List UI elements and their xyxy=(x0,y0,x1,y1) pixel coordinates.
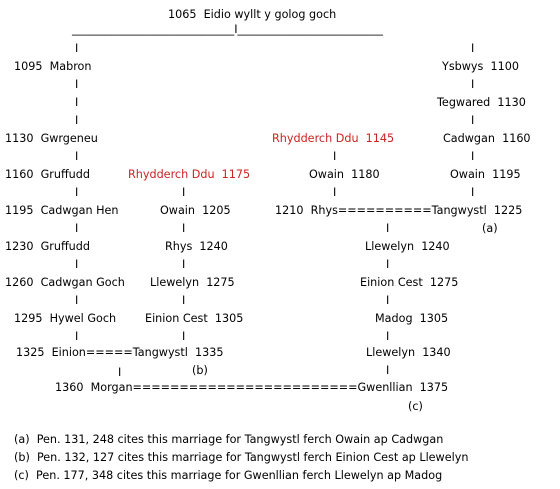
person-hywel-goch-1295: 1295 Hywel Goch xyxy=(14,312,117,325)
line-left-6: I xyxy=(75,186,79,199)
line-mid-3: I xyxy=(182,258,186,271)
line-left-11: I xyxy=(118,366,122,379)
footnote-marker-a: (a) xyxy=(482,222,498,235)
footnote-marker-b: (b) xyxy=(192,364,208,377)
person-cadwgan-hen-1195: 1195 Cadwgan Hen xyxy=(5,204,119,217)
line-mid-4: I xyxy=(182,294,186,307)
person-llewelyn-1275: Llewelyn 1275 xyxy=(150,276,235,289)
ancestor-eidio: 1065 Eidio wyllt y golog goch xyxy=(168,8,337,21)
person-gruffudd-1160: 1160 Gruffudd xyxy=(5,168,90,181)
footnote-marker-c: (c) xyxy=(408,400,423,413)
line-right-3: I xyxy=(471,114,475,127)
line-left-3: I xyxy=(75,96,79,109)
line-left-2: I xyxy=(75,78,79,91)
line-rmid-2: I xyxy=(333,186,337,199)
person-cadwgan-1160: Cadwgan 1160 xyxy=(443,132,531,145)
person-gwrgeneu-1130: 1130 Gwrgeneu xyxy=(5,132,98,145)
line-right-4: I xyxy=(471,150,475,163)
line-right-5: I xyxy=(471,186,475,199)
person-gruffudd-1230: 1230 Gruffudd xyxy=(5,240,90,253)
person-mabron-1095: 1095 Mabron xyxy=(14,60,92,73)
line-left-8: I xyxy=(75,258,79,271)
person-owain-1195: Owain 1195 xyxy=(450,168,521,181)
person-llewelyn-1340: Llewelyn 1340 xyxy=(366,346,451,359)
person-rhydderch-ddu-1145: Rhydderch Ddu 1145 xyxy=(272,132,395,145)
person-madog-1305: Madog 1305 xyxy=(375,312,449,325)
marriage-einion-tangwystl-1325: 1325 Einion=====Tangwystl 1335 xyxy=(16,346,224,359)
person-ysbwys-1100: Ysbwys 1100 xyxy=(442,60,519,73)
line-rmid-3: I xyxy=(386,222,390,235)
person-llewelyn-1240: Llewelyn 1240 xyxy=(365,240,450,253)
top-connector: _____________________________I__________… xyxy=(72,23,383,36)
footnote-c: (c) Pen. 177, 348 cites this marriage fo… xyxy=(14,469,443,482)
line-rmid-7: I xyxy=(386,364,390,377)
line-rmid-6: I xyxy=(386,330,390,343)
person-owain-1205: Owain 1205 xyxy=(160,204,231,217)
line-right-1: I xyxy=(471,42,475,55)
person-rhys-1240: Rhys 1240 xyxy=(165,240,228,253)
line-mid-2: I xyxy=(182,222,186,235)
line-left-4: I xyxy=(75,114,79,127)
line-right-2: I xyxy=(471,78,475,91)
person-rhydderch-ddu-1175: Rhydderch Ddu 1175 xyxy=(128,168,251,181)
footnote-a: (a) Pen. 131, 248 cites this marriage fo… xyxy=(14,433,444,446)
line-rmid-5: I xyxy=(386,294,390,307)
line-rmid-4: I xyxy=(386,258,390,271)
person-owain-1180: Owain 1180 xyxy=(309,168,380,181)
person-einion-cest-1305: Einion Cest 1305 xyxy=(145,312,244,325)
line-left-5: I xyxy=(75,150,79,163)
line-rmid-1: I xyxy=(333,150,337,163)
line-mid-1: I xyxy=(182,186,186,199)
line-mid-5: I xyxy=(182,330,186,343)
person-tegwared-1130: Tegwared 1130 xyxy=(437,96,526,109)
line-left-9: I xyxy=(75,294,79,307)
line-left-7: I xyxy=(75,222,79,235)
person-einion-cest-1275: Einion Cest 1275 xyxy=(360,276,459,289)
marriage-rhys-tangwystl-1210: 1210 Rhys==========Tangwystl 1225 xyxy=(275,204,523,217)
footnote-b: (b) Pen. 132, 127 cites this marriage fo… xyxy=(14,451,469,464)
line-left-10: I xyxy=(75,330,79,343)
person-cadwgan-goch-1260: 1260 Cadwgan Goch xyxy=(5,276,125,289)
line-left-1: I xyxy=(75,42,79,55)
marriage-morgan-gwenllian-1360: 1360 Morgan========================Gwenl… xyxy=(55,381,449,394)
